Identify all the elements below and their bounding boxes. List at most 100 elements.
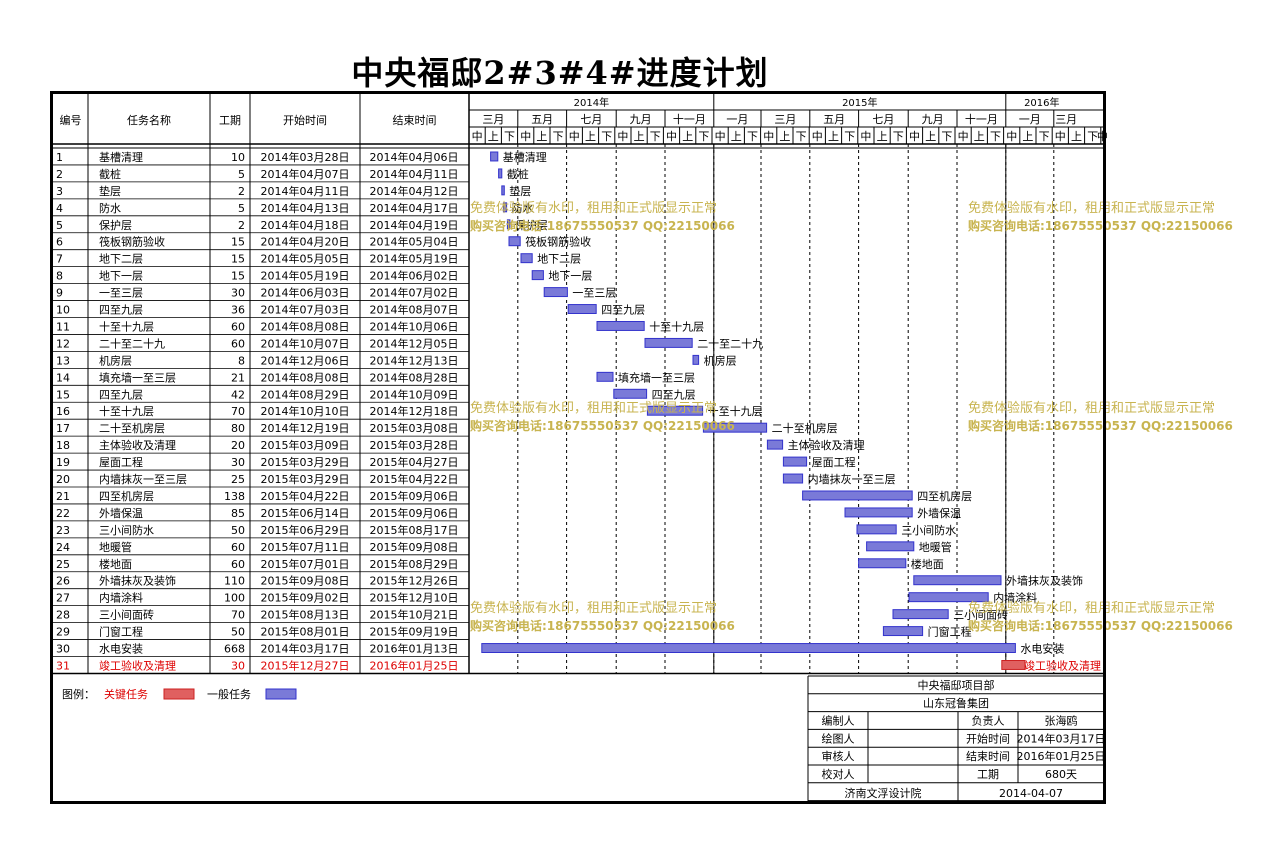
task-name: 竣工验收及清理: [99, 658, 176, 672]
period-label: 中: [1055, 130, 1066, 143]
task-start: 2014年06月03日: [261, 286, 350, 300]
task-bar: [646, 405, 704, 416]
task-duration: 50: [231, 626, 245, 639]
month-label: 九月: [630, 113, 652, 126]
task-start: 2015年07月11日: [261, 540, 350, 554]
task-name: 内墙抹灰一至三层: [99, 472, 187, 486]
task-start: 2015年03月09日: [261, 438, 350, 452]
task-duration: 60: [231, 337, 245, 350]
task-name: 外墙抹灰及装饰: [99, 574, 176, 588]
task-duration: 30: [231, 659, 245, 672]
task-name: 四至机房层: [99, 489, 154, 503]
period-label: 下: [941, 130, 952, 143]
task-end: 2016年01月13日: [370, 642, 459, 656]
watermark-text: 免费体验版有水印，租用和正式版显示正常: [968, 400, 1215, 416]
task-end: 2015年12月26日: [370, 574, 459, 588]
year-label: 2016年: [1024, 96, 1059, 109]
watermark-text: 购买咨询电话:18675550537 QQ:22150066: [968, 418, 1233, 433]
task-id: 7: [56, 253, 63, 266]
task-bar-label: 主体验收及清理: [788, 438, 865, 452]
info-key: 绘图人: [822, 731, 855, 745]
task-duration: 36: [231, 304, 245, 317]
period-label: 中: [909, 130, 920, 143]
task-start: 2015年04月22日: [261, 489, 350, 503]
period-label: 上: [1022, 130, 1033, 143]
task-bar: [782, 473, 804, 484]
info-key: 工期: [977, 768, 999, 781]
task-duration: 70: [231, 609, 245, 622]
watermark-text: 免费体验版有水印，租用和正式版显示正常: [470, 400, 717, 416]
period-label: 中: [666, 130, 677, 143]
task-duration: 60: [231, 558, 245, 571]
legend-critical-swatch: [163, 688, 195, 700]
task-bar-label: 三小间面砖: [953, 608, 1008, 622]
task-id: 3: [56, 185, 63, 198]
task-duration: 20: [231, 439, 245, 452]
task-id: 6: [56, 236, 63, 249]
info-footer-right: 2014-04-07: [999, 787, 1063, 800]
year-label: 2015年: [842, 96, 877, 109]
task-id: 19: [56, 456, 70, 469]
task-bar-label: 地暖管: [919, 540, 952, 554]
task-bar: [892, 609, 949, 620]
period-label: 上: [1071, 130, 1082, 143]
info-key: 编制人: [822, 714, 855, 728]
task-bar: [596, 371, 614, 382]
task-bar-label: 内墙抹灰一至三层: [808, 472, 896, 486]
period-label: 下: [893, 130, 904, 143]
period-label: 中: [569, 130, 580, 143]
task-id: 30: [56, 643, 70, 656]
task-id: 23: [56, 524, 70, 537]
task-bar: [856, 524, 897, 535]
period-label: 中: [763, 130, 774, 143]
task-start: 2014年04月07日: [261, 167, 350, 181]
period-label: 下: [1087, 130, 1098, 143]
task-start: 2015年03月29日: [261, 455, 350, 469]
task-duration: 30: [231, 287, 245, 300]
task-name: 四至九层: [99, 304, 143, 317]
watermark-text: 购买咨询电话:18675550537 QQ:22150066: [968, 218, 1233, 233]
task-start: 2014年05月19日: [261, 269, 350, 283]
task-bar-label: 二十至机房层: [772, 421, 838, 435]
period-label: 中: [1006, 130, 1017, 143]
legend-label: 图例：: [62, 687, 95, 701]
task-id: 16: [56, 405, 70, 418]
period-label: 下: [990, 130, 1001, 143]
period-label: 中: [472, 130, 483, 143]
task-bar: [782, 456, 808, 467]
task-end: 2015年09月08日: [370, 540, 459, 554]
task-start: 2015年03月29日: [261, 472, 350, 486]
task-id: 1: [56, 151, 63, 164]
year-label: 2014年: [574, 96, 609, 109]
task-bar: [543, 287, 568, 298]
task-bar: [882, 626, 924, 637]
task-id: 20: [56, 473, 70, 486]
task-bar-label: 筏板钢筋验收: [525, 235, 591, 249]
task-name: 地下一层: [99, 270, 143, 283]
header-end: 结束时间: [393, 114, 437, 127]
header-name: 任务名称: [127, 113, 171, 127]
task-name: 机房层: [99, 353, 132, 367]
task-start: 2015年12月27日: [261, 658, 350, 672]
month-label: 七月: [872, 113, 894, 126]
task-end: 2015年09月19日: [370, 625, 459, 639]
task-start: 2014年08月08日: [261, 319, 350, 333]
month-label: 三月: [774, 113, 796, 126]
task-name: 二十至二十九: [99, 336, 165, 350]
task-start: 2015年06月14日: [261, 506, 350, 520]
task-duration: 85: [231, 507, 245, 520]
period-label: 上: [585, 130, 596, 143]
period-label: 中: [617, 130, 628, 143]
month-label: 一月: [726, 113, 748, 126]
month-label: 七月: [580, 113, 602, 126]
task-bar-label: 地下二层: [537, 253, 581, 266]
period-label: 下: [650, 130, 661, 143]
task-start: 2014年07月03日: [261, 303, 350, 317]
task-id: 9: [56, 287, 63, 300]
task-bar: [490, 151, 499, 162]
task-start: 2015年09月02日: [261, 591, 350, 605]
task-duration: 100: [224, 592, 245, 605]
task-start: 2015年08月01日: [261, 625, 350, 639]
header-start: 开始时间: [283, 113, 327, 127]
task-end: 2014年05月04日: [370, 235, 459, 249]
